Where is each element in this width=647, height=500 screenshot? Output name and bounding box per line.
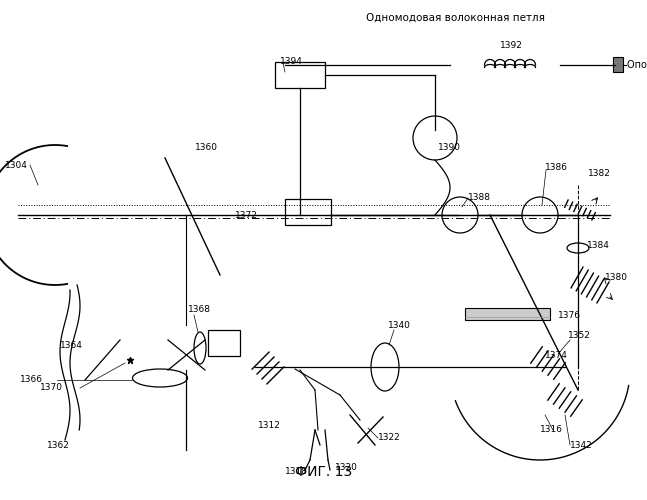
Text: 1388: 1388 <box>468 194 491 202</box>
Text: 1340: 1340 <box>388 320 411 330</box>
Text: 1372: 1372 <box>235 210 258 220</box>
Bar <box>465 308 550 320</box>
Text: 1368: 1368 <box>188 306 211 314</box>
Text: 1382: 1382 <box>588 168 611 177</box>
Text: Одномодовая волоконная петля: Одномодовая волоконная петля <box>366 13 545 23</box>
Text: 1322: 1322 <box>378 434 400 442</box>
Text: 1320: 1320 <box>335 464 358 472</box>
Text: ФИГ. 13: ФИГ. 13 <box>295 465 352 479</box>
Bar <box>275 62 325 88</box>
Text: 1362: 1362 <box>47 440 70 450</box>
Bar <box>208 330 240 356</box>
Text: 1380: 1380 <box>605 274 628 282</box>
Text: 1342: 1342 <box>570 440 593 450</box>
Text: 1318: 1318 <box>285 468 308 476</box>
Text: 1352: 1352 <box>568 330 591 340</box>
Text: 1386: 1386 <box>545 164 568 172</box>
Text: 1374: 1374 <box>545 350 568 360</box>
Text: 1364: 1364 <box>60 340 83 349</box>
Text: 1312: 1312 <box>258 420 281 430</box>
Text: 1360: 1360 <box>195 144 218 152</box>
Text: 1394: 1394 <box>280 58 303 66</box>
Text: 1304: 1304 <box>5 160 28 170</box>
Text: 1384: 1384 <box>587 240 610 250</box>
Bar <box>285 199 331 225</box>
Bar <box>613 57 623 72</box>
Text: 1316: 1316 <box>540 426 563 434</box>
Text: Опорное зеркало: Опорное зеркало <box>627 60 647 70</box>
Text: 1390: 1390 <box>438 144 461 152</box>
Text: 1392: 1392 <box>500 40 523 50</box>
Text: 1370: 1370 <box>40 384 63 392</box>
Text: 1376: 1376 <box>558 312 581 320</box>
Text: 1366: 1366 <box>20 376 43 384</box>
